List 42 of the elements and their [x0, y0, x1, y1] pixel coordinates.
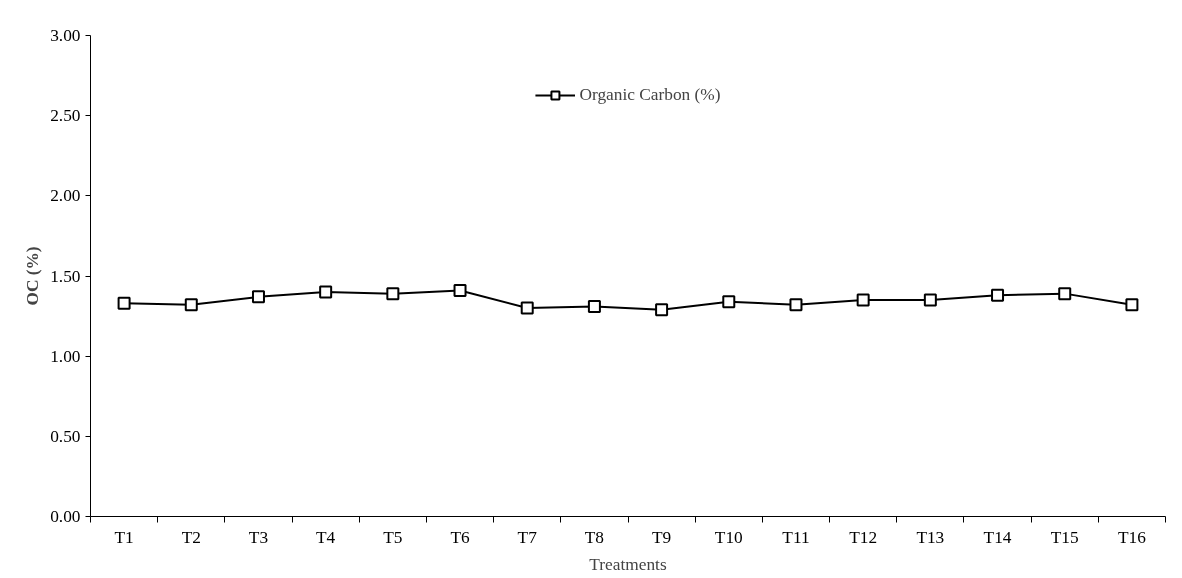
- x-tick-label: T14: [983, 527, 1012, 547]
- y-tick-label: 2.50: [50, 106, 81, 126]
- point: [789, 298, 803, 312]
- x-tick-label: T4: [316, 527, 336, 547]
- y-tick-label: 1.00: [50, 346, 81, 366]
- point: [991, 288, 1005, 302]
- point: [923, 293, 937, 307]
- x-tick-label: T7: [517, 527, 538, 547]
- y-tick-label: 0.50: [50, 426, 81, 446]
- point: [587, 299, 601, 313]
- x-tick-label: T6: [450, 527, 470, 547]
- x-tick-label: T15: [1050, 527, 1079, 547]
- y-tick-label: 0.00: [50, 507, 81, 526]
- x-tick-label: T9: [651, 527, 672, 547]
- y-tick-label: 3.00: [50, 26, 81, 45]
- point: [386, 287, 400, 301]
- x-axis-title: Treatments: [589, 554, 667, 574]
- x-tick-label: T13: [916, 527, 945, 547]
- x-tick-label: T5: [383, 527, 403, 547]
- x-tick-label: T8: [584, 527, 605, 547]
- x-tick-label: T11: [782, 527, 810, 547]
- y-tick-label: 1.50: [50, 266, 81, 286]
- point: [722, 295, 736, 309]
- x-tick-label: T12: [849, 527, 878, 547]
- x-tick-label: T3: [248, 527, 269, 547]
- point: [251, 290, 265, 304]
- x-tick-label: T10: [714, 527, 743, 547]
- y-axis-title: OC (%): [23, 246, 43, 306]
- point: [453, 283, 467, 297]
- legend-label: Organic Carbon (%): [579, 85, 721, 105]
- point: [655, 303, 669, 317]
- x-tick-label: T1: [114, 527, 134, 547]
- point: [1125, 298, 1139, 312]
- point: [117, 296, 131, 310]
- x-tick-label: T2: [181, 527, 201, 547]
- point: [856, 293, 870, 307]
- point: [184, 298, 198, 312]
- point: [1058, 287, 1072, 301]
- point: [319, 285, 333, 299]
- x-tick-label: T16: [1117, 527, 1147, 547]
- point: [520, 301, 534, 315]
- y-tick-label: 2.00: [50, 186, 81, 206]
